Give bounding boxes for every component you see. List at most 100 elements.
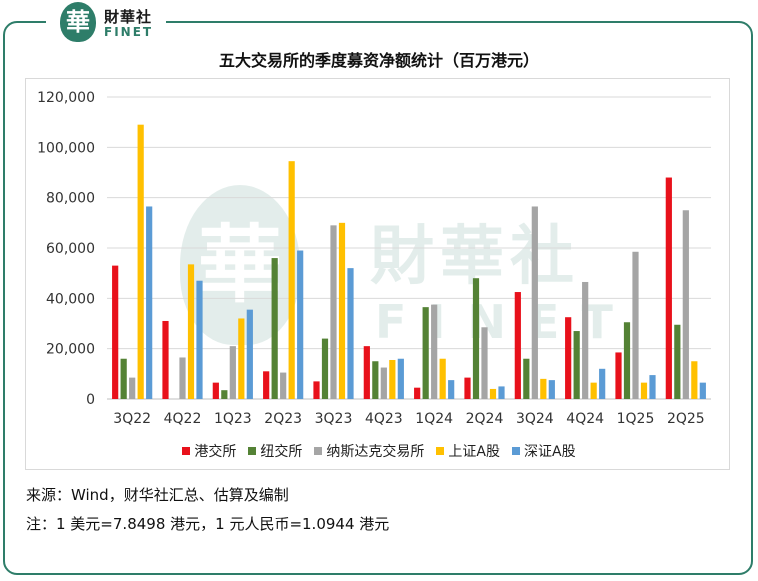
bar [615,352,622,399]
x-tick-label: 4Q22 [164,411,202,427]
bar [146,206,153,399]
legend-swatch [436,447,445,455]
bar [338,222,346,399]
brand-name-en: FINET [104,25,154,39]
x-tick-label: 4Q24 [566,411,604,427]
bar [674,324,681,399]
y-tick-label: 60,000 [46,241,95,257]
bar [120,358,127,399]
legend-swatch [248,447,257,455]
bar [221,390,228,399]
x-tick-label: 3Q24 [516,411,554,427]
source-note: 来源：Wind，财华社汇总、估算及编制 [26,486,289,504]
bar [489,388,497,399]
bar [414,387,421,399]
legend-label: 港交所 [194,444,237,460]
bar [431,304,438,399]
x-tick-label: 1Q24 [415,411,453,427]
bar [665,177,672,399]
bar [347,268,354,399]
legend-label: 上证A股 [448,444,500,460]
legend-item: 上证A股 [436,441,500,461]
bar [623,322,631,399]
brand-seal-icon: 華 [60,2,96,42]
exchange-rate-note: 注：1 美元=7.8498 港元，1 元人民币=1.0944 港元 [26,515,390,533]
x-tick-label: 4Q23 [365,411,403,427]
y-tick-label: 20,000 [46,342,95,358]
legend-item: 深证A股 [512,441,576,461]
bar [380,367,387,399]
bar [263,371,270,399]
bar [112,265,119,399]
legend-swatch [182,447,191,455]
bar [280,372,287,399]
bar [531,206,538,399]
plot-area [25,78,730,470]
y-tick-label: 40,000 [46,291,95,307]
bar [129,377,136,399]
x-tick-label: 2Q25 [667,411,705,427]
bar [246,309,253,399]
legend-label: 纽交所 [260,444,303,460]
legend-swatch [512,447,520,455]
legend-swatch [314,447,323,455]
bar [389,359,396,399]
bar [464,377,471,399]
bar [179,357,186,399]
bar [448,380,455,399]
bar [229,346,236,399]
bar [691,361,698,399]
bar [498,386,505,399]
chart-legend: 港交所 纽交所 纳斯达克交易所 上证A股 深证A股 [0,441,758,461]
legend-label: 深证A股 [524,444,576,460]
x-tick-label: 1Q25 [617,411,655,427]
bar [363,346,370,399]
x-tick-label: 2Q24 [466,411,504,427]
bar [632,251,639,399]
y-tick-label: 80,000 [46,191,95,207]
bar [196,280,203,399]
bar [372,361,379,399]
chart-title: 五大交易所的季度募资净额统计（百万港元） [218,51,539,70]
bar [481,327,488,399]
bar [565,317,572,399]
bar [649,375,656,399]
bar [582,281,589,399]
x-tick-label: 3Q22 [113,411,151,427]
legend-item: 纽交所 [248,441,302,461]
bar [288,161,295,399]
bar [422,307,429,399]
y-tick-label: 100,000 [37,140,95,156]
bar [514,292,521,399]
brand-name-cn: 財華社 [104,8,153,26]
bar [297,250,304,399]
bar [137,124,144,399]
legend-item: 纳斯达克交易所 [314,441,424,461]
bar [238,318,245,399]
bar [439,358,446,399]
bar [271,258,278,399]
x-tick-label: 1Q23 [214,411,252,427]
bar [523,358,530,399]
legend-label: 纳斯达克交易所 [326,444,425,460]
bar [187,264,195,399]
bar [699,382,706,399]
bar [313,381,320,399]
bar [548,380,555,399]
bar [162,320,169,399]
bar [640,382,648,399]
bar [540,378,547,399]
bar [321,338,329,399]
bar [573,331,580,399]
x-tick-label: 3Q23 [315,411,353,427]
bar [330,225,337,399]
bar [599,368,606,399]
bar [397,358,404,399]
y-tick-label: 120,000 [37,90,95,106]
bar [590,382,597,399]
x-tick-label: 2Q23 [264,411,302,427]
bar [472,278,480,399]
bar [212,382,219,399]
legend-item: 港交所 [182,441,236,461]
